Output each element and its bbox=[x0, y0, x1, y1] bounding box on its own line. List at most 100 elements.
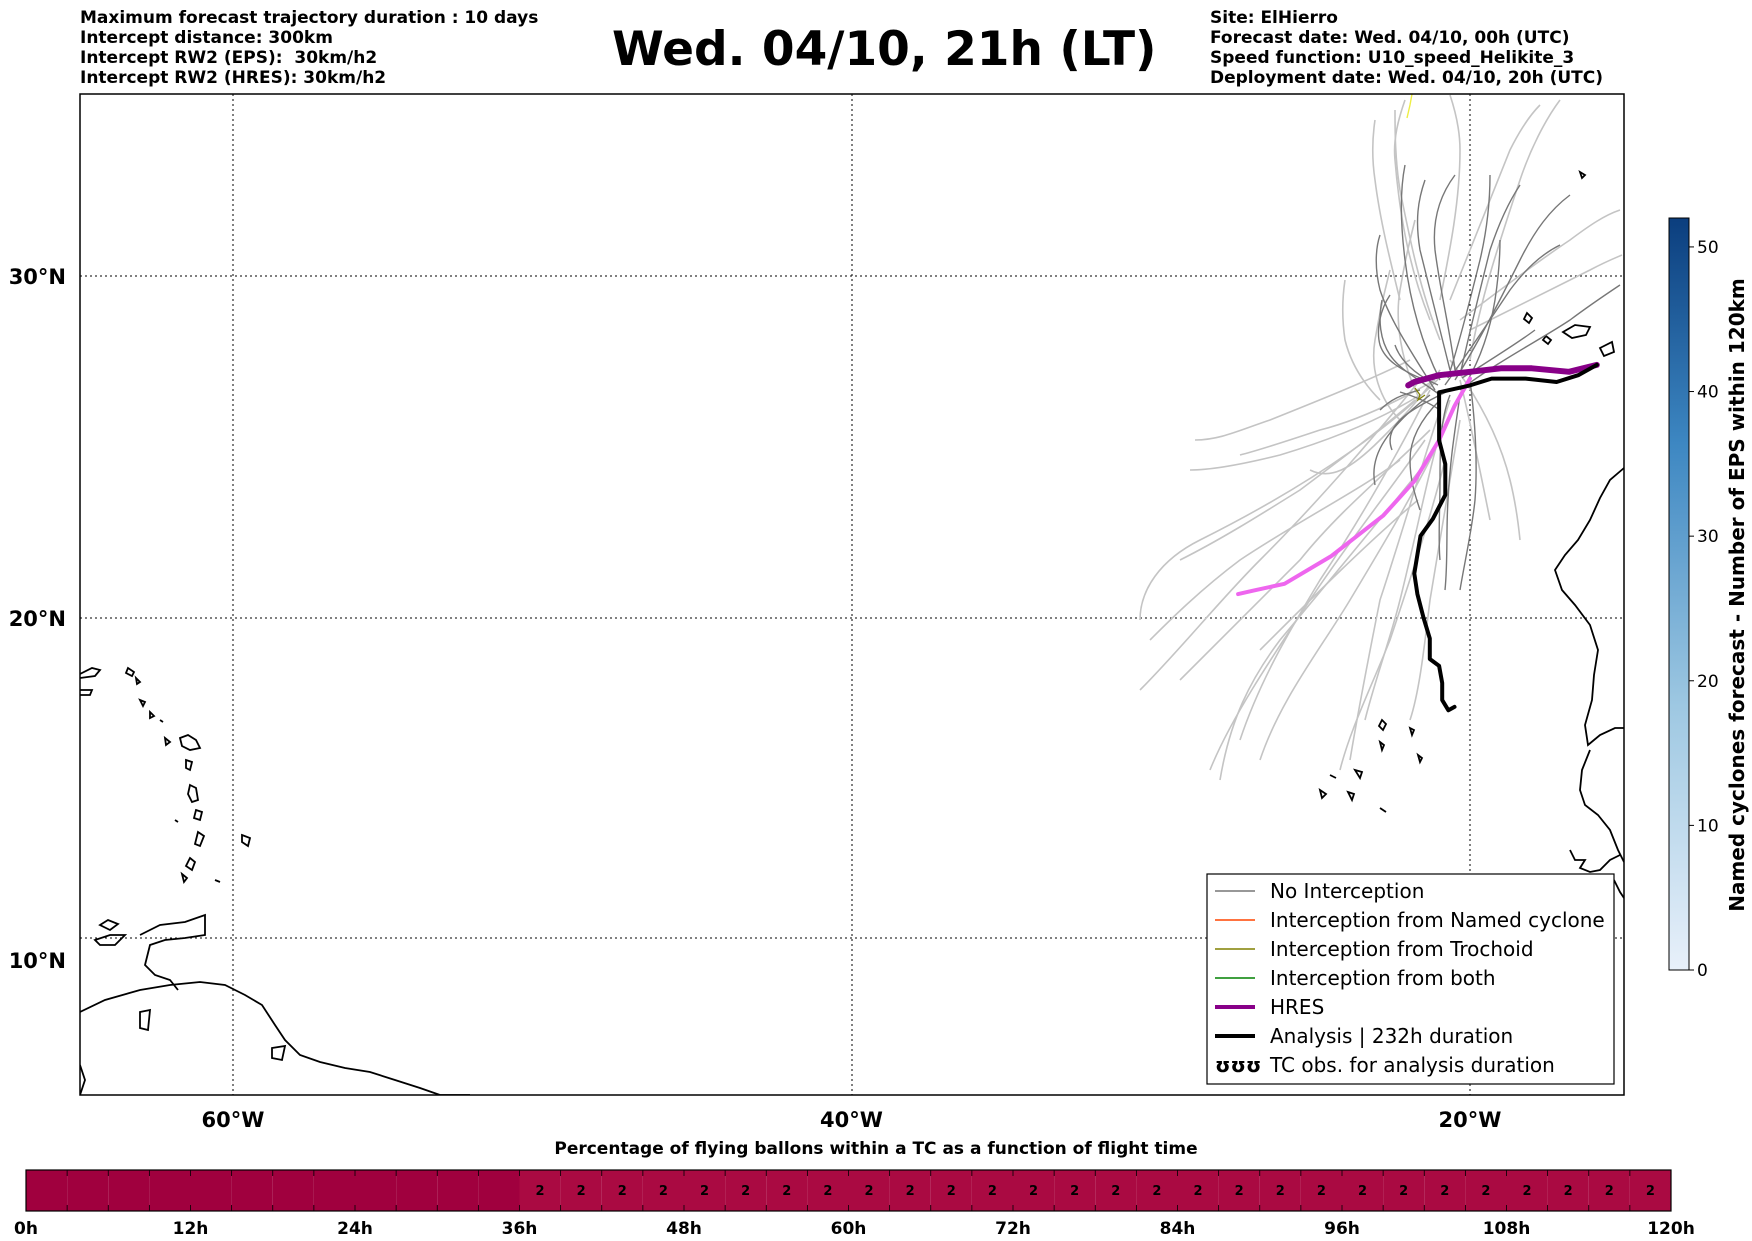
timeline-cell bbox=[108, 1170, 150, 1211]
timeline-cell-percentage: 2 bbox=[1194, 1184, 1203, 1199]
header-left-line: Intercept distance: 300km bbox=[80, 28, 333, 48]
header-right-line: Speed function: U10_speed_Helikite_3 bbox=[1210, 48, 1575, 68]
header-left-line: Maximum forecast trajectory duration : 1… bbox=[80, 8, 539, 28]
timeline-cell-percentage: 2 bbox=[1317, 1184, 1326, 1199]
timeline-cell-percentage: 2 bbox=[1523, 1184, 1532, 1199]
timeline-cell-percentage: 2 bbox=[618, 1184, 627, 1199]
lat-tick-label: 30°N bbox=[9, 265, 66, 289]
legend: No Interception Interception from Named … bbox=[1206, 873, 1615, 1085]
timeline-cell-percentage: 2 bbox=[1111, 1184, 1120, 1199]
timeline-cell bbox=[1013, 1170, 1055, 1211]
legend-label: TC obs. for analysis duration bbox=[1269, 1053, 1555, 1077]
lon-tick-label: 20°W bbox=[1439, 1108, 1502, 1132]
timeline-cell bbox=[1588, 1170, 1630, 1211]
timeline-cell bbox=[1465, 1170, 1507, 1211]
timeline-cell bbox=[67, 1170, 109, 1211]
timeline-cell-percentage: 2 bbox=[1070, 1184, 1079, 1199]
timeline-cell-percentage: 2 bbox=[741, 1184, 750, 1199]
lon-tick-label: 40°W bbox=[820, 1108, 883, 1132]
timeline-cell bbox=[1095, 1170, 1137, 1211]
timeline-cell bbox=[1506, 1170, 1548, 1211]
timeline-cell bbox=[601, 1170, 643, 1211]
chart-title: Wed. 04/10, 21h (LT) bbox=[612, 22, 1157, 77]
timeline-cell-percentage: 2 bbox=[1440, 1184, 1449, 1199]
timeline-cell bbox=[1547, 1170, 1589, 1211]
timeline-cell-percentage: 2 bbox=[1564, 1184, 1573, 1199]
timeline-cell-percentage: 2 bbox=[1276, 1184, 1285, 1199]
colorbar-tick-label: 0 bbox=[1697, 961, 1708, 981]
timeline-cell bbox=[1054, 1170, 1096, 1211]
timeline-cell bbox=[437, 1170, 479, 1211]
lat-tick-label: 10°N bbox=[9, 949, 66, 973]
timeline: 2 2 2 2 2 2 2 2 2 2 2 2 2 2 2 2 2 2 2 2 2 2 2 2 2 2 2 2 0h 12h 24h 36h… bbox=[14, 1169, 1695, 1239]
timeline-cell bbox=[1383, 1170, 1425, 1211]
timeline-cell-percentage: 2 bbox=[536, 1184, 545, 1199]
timeline-tick-label: 72h bbox=[995, 1219, 1031, 1239]
lat-tick-label: 20°N bbox=[9, 607, 66, 631]
timeline-cell bbox=[1424, 1170, 1466, 1211]
header-left-info: Maximum forecast trajectory duration : 1… bbox=[80, 8, 538, 88]
timeline-cell bbox=[478, 1170, 520, 1211]
legend-label: Interception from both bbox=[1270, 966, 1496, 990]
timeline-cell-percentage: 2 bbox=[782, 1184, 791, 1199]
header-right-info: Site: ElHierro Forecast date: Wed. 04/10… bbox=[1210, 8, 1603, 88]
timeline-tick-label: 60h bbox=[831, 1219, 867, 1239]
timeline-cell bbox=[1259, 1170, 1301, 1211]
timeline-tick-label: 36h bbox=[502, 1219, 538, 1239]
timeline-cell bbox=[560, 1170, 602, 1211]
timeline-cell bbox=[807, 1170, 849, 1211]
header-right-line: Site: ElHierro bbox=[1210, 8, 1338, 28]
colorbar-fill bbox=[1668, 217, 1690, 971]
timeline-cell-percentage: 2 bbox=[700, 1184, 709, 1199]
timeline-cell bbox=[1218, 1170, 1260, 1211]
legend-label: HRES bbox=[1270, 995, 1324, 1019]
timeline-cell-percentage: 2 bbox=[659, 1184, 668, 1199]
timeline-cell-percentage: 2 bbox=[1399, 1184, 1408, 1199]
timeline-cell bbox=[1629, 1170, 1671, 1211]
trochoid-track bbox=[1414, 387, 1426, 402]
timeline-cell bbox=[1177, 1170, 1219, 1211]
map-frame bbox=[79, 93, 1625, 1096]
timeline-cell-percentage: 2 bbox=[1152, 1184, 1161, 1199]
header-left-line: Intercept RW2 (HRES): 30km/h2 bbox=[80, 68, 387, 88]
colorbar: 0 10 20 30 40 50 Named cyclones forecast - Nu… bbox=[1668, 217, 1749, 981]
timeline-cell bbox=[930, 1170, 972, 1211]
colorbar-tick-label: 30 bbox=[1697, 527, 1719, 547]
legend-label: Interception from Named cyclone bbox=[1270, 908, 1605, 932]
timeline-cell-percentage: 2 bbox=[1235, 1184, 1244, 1199]
timeline-cell-percentage: 2 bbox=[1646, 1184, 1655, 1199]
timeline-cell bbox=[725, 1170, 767, 1211]
timeline-cell-percentage: 2 bbox=[1358, 1184, 1367, 1199]
timeline-tick-label: 12h bbox=[173, 1219, 209, 1239]
timeline-cell bbox=[190, 1170, 232, 1211]
timeline-cell bbox=[766, 1170, 808, 1211]
timeline-cell-percentage: 2 bbox=[823, 1184, 832, 1199]
timeline-tick-label: 0h bbox=[14, 1219, 38, 1239]
coastlines bbox=[80, 169, 1624, 1095]
header-left-line: Intercept RW2 (EPS): 30km/h2 bbox=[80, 48, 378, 68]
timeline-cell-percentage: 2 bbox=[577, 1184, 586, 1199]
timeline-title: Percentage of flying ballons within a TC… bbox=[554, 1139, 1198, 1159]
timeline-tick-label: 84h bbox=[1160, 1219, 1196, 1239]
legend-label: Interception from Trochoid bbox=[1270, 937, 1534, 961]
timeline-cell bbox=[1136, 1170, 1178, 1211]
analysis-track bbox=[1412, 362, 1599, 713]
colorbar-tick-label: 20 bbox=[1697, 672, 1719, 692]
timeline-cell bbox=[231, 1170, 273, 1211]
timeline-cell bbox=[313, 1170, 355, 1211]
timeline-cell-percentage: 2 bbox=[906, 1184, 915, 1199]
colorbar-tick-label: 50 bbox=[1697, 238, 1719, 258]
timeline-cell bbox=[642, 1170, 684, 1211]
header-right-line: Forecast date: Wed. 04/10, 00h (UTC) bbox=[1210, 28, 1570, 48]
legend-label: No Interception bbox=[1270, 879, 1424, 903]
timeline-cell bbox=[684, 1170, 726, 1211]
trochoid-fragment bbox=[1406, 94, 1413, 119]
timeline-cell-percentage: 2 bbox=[988, 1184, 997, 1199]
timeline-tick-label: 120h bbox=[1647, 1219, 1695, 1239]
timeline-tick-label: 96h bbox=[1324, 1219, 1360, 1239]
tc-obs-symbol-icon: ʊʊʊ bbox=[1215, 1053, 1261, 1077]
lon-tick-label: 60°W bbox=[202, 1108, 265, 1132]
timeline-cell bbox=[519, 1170, 561, 1211]
timeline-cell-percentage: 2 bbox=[1481, 1184, 1490, 1199]
